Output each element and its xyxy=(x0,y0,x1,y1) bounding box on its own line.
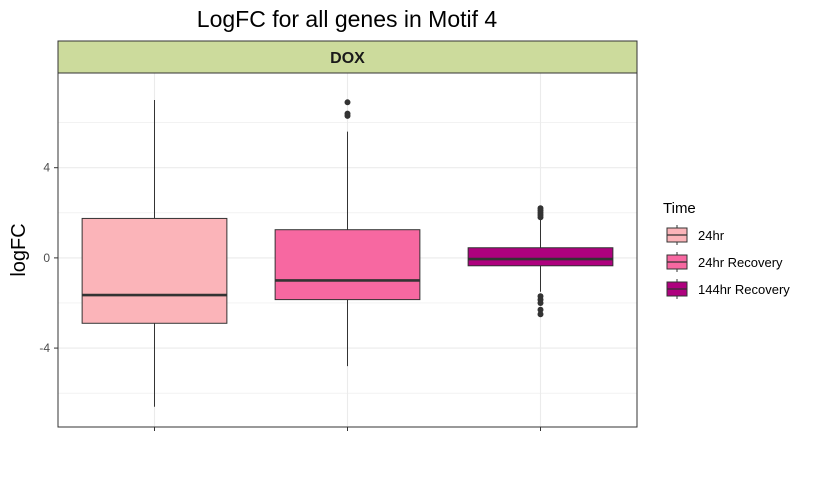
box xyxy=(274,229,421,301)
outlier-point xyxy=(537,306,544,313)
y-axis-title: logFC xyxy=(8,223,30,276)
outlier-point xyxy=(537,299,544,306)
legend-title: Time xyxy=(663,200,696,217)
facet-strip xyxy=(57,40,638,74)
box xyxy=(81,217,228,324)
outlier-point xyxy=(537,311,544,318)
facet-strip-label: DOX xyxy=(330,50,365,67)
legend: Time 24hr 24hr Recovery 144hr Recovery xyxy=(663,200,790,299)
outlier-point xyxy=(344,99,351,106)
outlier-point xyxy=(537,205,544,212)
legend-label: 24hr Recovery xyxy=(698,255,783,270)
y-tick-label: -4 xyxy=(39,341,50,355)
y-tick-label: 0 xyxy=(43,251,50,265)
outlier-point xyxy=(344,110,351,117)
y-axis: -4 0 4 xyxy=(39,161,541,431)
box xyxy=(467,247,614,267)
legend-label: 144hr Recovery xyxy=(698,282,790,297)
chart-title: LogFC for all genes in Motif 4 xyxy=(196,6,498,32)
y-tick-label: 4 xyxy=(43,161,50,175)
box-layer xyxy=(81,99,614,407)
legend-label: 24hr xyxy=(698,228,725,243)
